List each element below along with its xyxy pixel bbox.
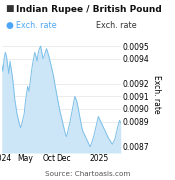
Text: Indian Rupee / British Pound: Indian Rupee / British Pound <box>16 4 162 14</box>
Text: Exch. rate: Exch. rate <box>96 21 137 30</box>
Text: Source: Chartoasis.com: Source: Chartoasis.com <box>45 171 130 177</box>
Text: ●: ● <box>5 21 13 30</box>
Y-axis label: Exch. rate: Exch. rate <box>152 75 161 114</box>
Text: ■: ■ <box>5 4 14 14</box>
Text: Exch. rate: Exch. rate <box>16 21 56 30</box>
